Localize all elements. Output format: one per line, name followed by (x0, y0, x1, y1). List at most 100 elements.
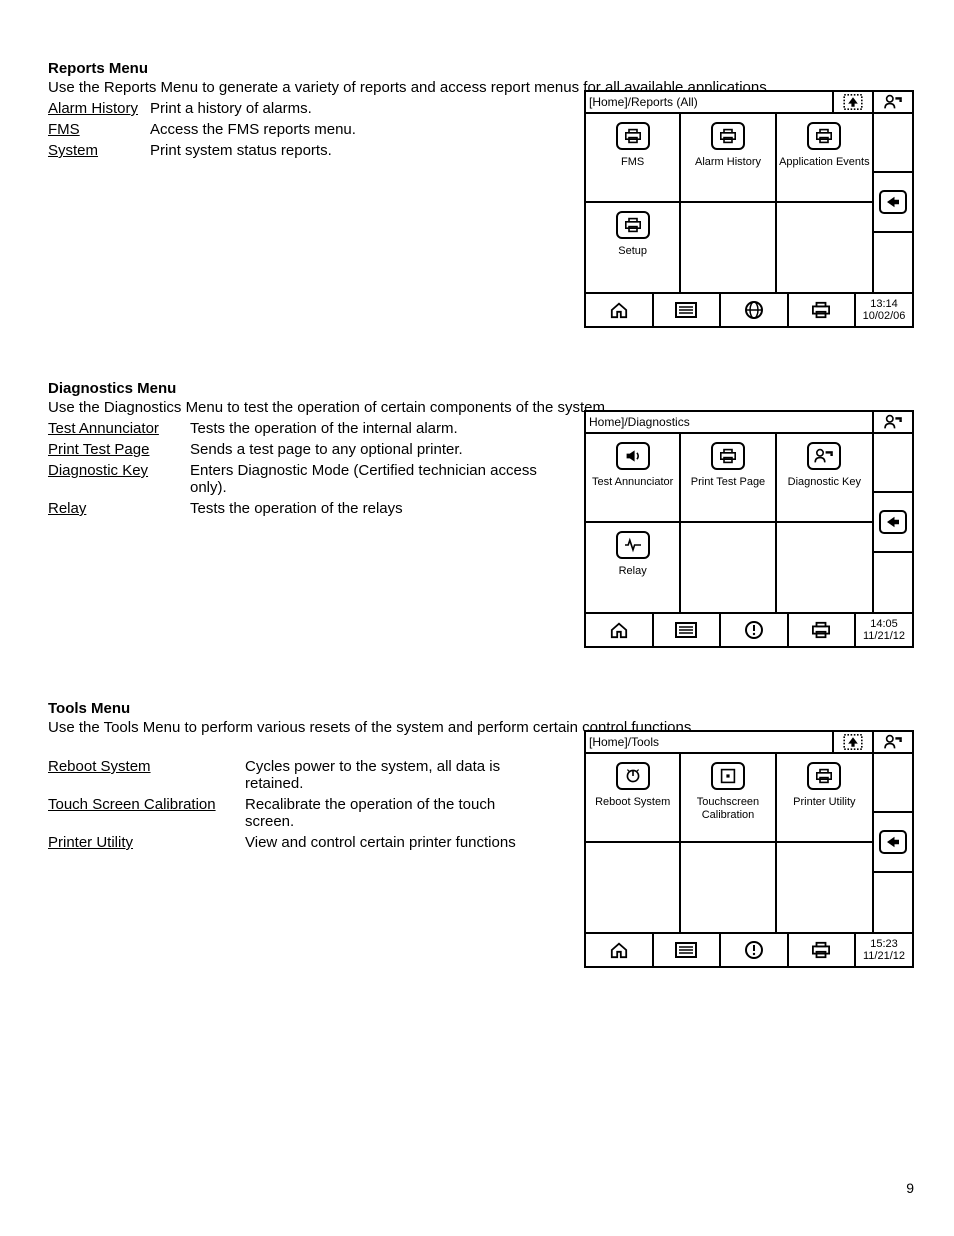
cell-setup[interactable]: Setup (586, 203, 681, 292)
cell-label: Printer Utility (793, 796, 855, 809)
alert-button[interactable] (721, 934, 789, 966)
user-button[interactable] (872, 92, 912, 112)
reports-definitions: Alarm History Print a history of alarms.… (48, 100, 538, 159)
side-panel (872, 434, 912, 612)
home-button[interactable] (586, 934, 654, 966)
term-alarm-history: Alarm History (48, 100, 138, 117)
user-button[interactable] (872, 412, 912, 432)
def-printer-utility: View and control certain printer functio… (245, 834, 538, 851)
cell-printer-utility[interactable]: Printer Utility (777, 754, 872, 843)
side-empty (874, 434, 912, 493)
print-button[interactable] (789, 614, 857, 646)
cell-diagnostic-key[interactable]: Diagnostic Key (777, 434, 872, 523)
print-button[interactable] (789, 934, 857, 966)
side-empty (874, 553, 912, 612)
grid: FMS Alarm History Application Events Set… (586, 114, 872, 292)
time-label: 13:14 (870, 298, 898, 310)
cell-empty (777, 203, 872, 292)
titlebar: [Home]/Tools (586, 732, 912, 754)
home-icon (607, 941, 631, 959)
reports-section: Reports Menu Use the Reports Menu to gen… (48, 60, 914, 340)
back-icon (884, 195, 902, 209)
up-button[interactable] (832, 732, 872, 752)
back-icon (884, 515, 902, 529)
up-icon (843, 734, 863, 750)
print-button[interactable] (789, 294, 857, 326)
cell-label: Relay (619, 565, 647, 578)
side-panel (872, 754, 912, 932)
list-button[interactable] (654, 614, 722, 646)
print-icon (809, 301, 833, 319)
term-test-annunciator: Test Annunciator (48, 420, 178, 437)
reports-screenshot: [Home]/Reports (All) FMS Alarm History (584, 90, 914, 328)
cell-touchscreen-cal[interactable]: Touchscreen Calibration (681, 754, 776, 843)
side-empty (874, 754, 912, 813)
alert-button[interactable] (721, 614, 789, 646)
term-fms: FMS (48, 121, 138, 138)
tools-section: Tools Menu Use the Tools Menu to perform… (48, 700, 914, 980)
term-printer-utility: Printer Utility (48, 834, 233, 851)
back-button[interactable] (874, 173, 912, 232)
home-button[interactable] (586, 614, 654, 646)
globe-button[interactable] (721, 294, 789, 326)
term-print-test-page: Print Test Page (48, 441, 178, 458)
back-button[interactable] (874, 813, 912, 872)
print-icon (807, 122, 841, 150)
key-icon (807, 442, 841, 470)
cell-label: Print Test Page (691, 476, 765, 489)
power-icon (616, 762, 650, 790)
list-icon (674, 302, 698, 318)
grid-body: Reboot System Touchscreen Calibration Pr… (586, 754, 912, 932)
user-key-icon (883, 94, 903, 110)
print-icon (807, 762, 841, 790)
back-icon (884, 835, 902, 849)
tools-heading: Tools Menu (48, 700, 914, 717)
term-touch-screen-cal: Touch Screen Calibration (48, 796, 233, 830)
list-icon (674, 942, 698, 958)
diagnostics-definitions: Test Annunciator Tests the operation of … (48, 420, 538, 517)
grid: Reboot System Touchscreen Calibration Pr… (586, 754, 872, 932)
breadcrumb: [Home]/Reports (All) (586, 92, 832, 112)
cell-print-test-page[interactable]: Print Test Page (681, 434, 776, 523)
grid: Test Annunciator Print Test Page Diagnos… (586, 434, 872, 612)
cell-reboot-system[interactable]: Reboot System (586, 754, 681, 843)
date-label: 11/21/12 (863, 950, 905, 962)
back-button[interactable] (874, 493, 912, 552)
grid-body: Test Annunciator Print Test Page Diagnos… (586, 434, 912, 612)
list-button[interactable] (654, 294, 722, 326)
print-icon (616, 122, 650, 150)
user-key-icon (883, 734, 903, 750)
wave-icon (616, 531, 650, 559)
cell-app-events[interactable]: Application Events (777, 114, 872, 203)
clock-cell: 15:23 11/21/12 (856, 934, 912, 966)
clock-cell: 14:05 11/21/12 (856, 614, 912, 646)
time-label: 15:23 (870, 938, 898, 950)
cell-relay[interactable]: Relay (586, 523, 681, 612)
cell-fms[interactable]: FMS (586, 114, 681, 203)
up-button[interactable] (832, 92, 872, 112)
side-empty (874, 233, 912, 292)
home-icon (607, 621, 631, 639)
def-reboot-system: Cycles power to the system, all data is … (245, 758, 538, 792)
print-icon (616, 211, 650, 239)
cell-test-annunciator[interactable]: Test Annunciator (586, 434, 681, 523)
grid-body: FMS Alarm History Application Events Set… (586, 114, 912, 292)
user-button[interactable] (872, 732, 912, 752)
def-print-test-page: Sends a test page to any optional printe… (190, 441, 538, 458)
tools-definitions: Reboot System Cycles power to the system… (48, 758, 538, 851)
date-label: 10/02/06 (863, 310, 906, 322)
cell-empty (681, 523, 776, 612)
titlebar: [Home]/Reports (All) (586, 92, 912, 114)
page-number: 9 (48, 1180, 914, 1196)
alert-icon (744, 620, 764, 640)
term-diagnostic-key: Diagnostic Key (48, 462, 178, 496)
side-panel (872, 114, 912, 292)
cell-alarm-history[interactable]: Alarm History (681, 114, 776, 203)
home-button[interactable] (586, 294, 654, 326)
def-system: Print system status reports. (150, 142, 538, 159)
cell-label: Diagnostic Key (788, 476, 861, 489)
list-button[interactable] (654, 934, 722, 966)
def-diagnostic-key: Enters Diagnostic Mode (Certified techni… (190, 462, 538, 496)
def-alarm-history: Print a history of alarms. (150, 100, 538, 117)
footer: 15:23 11/21/12 (586, 932, 912, 966)
